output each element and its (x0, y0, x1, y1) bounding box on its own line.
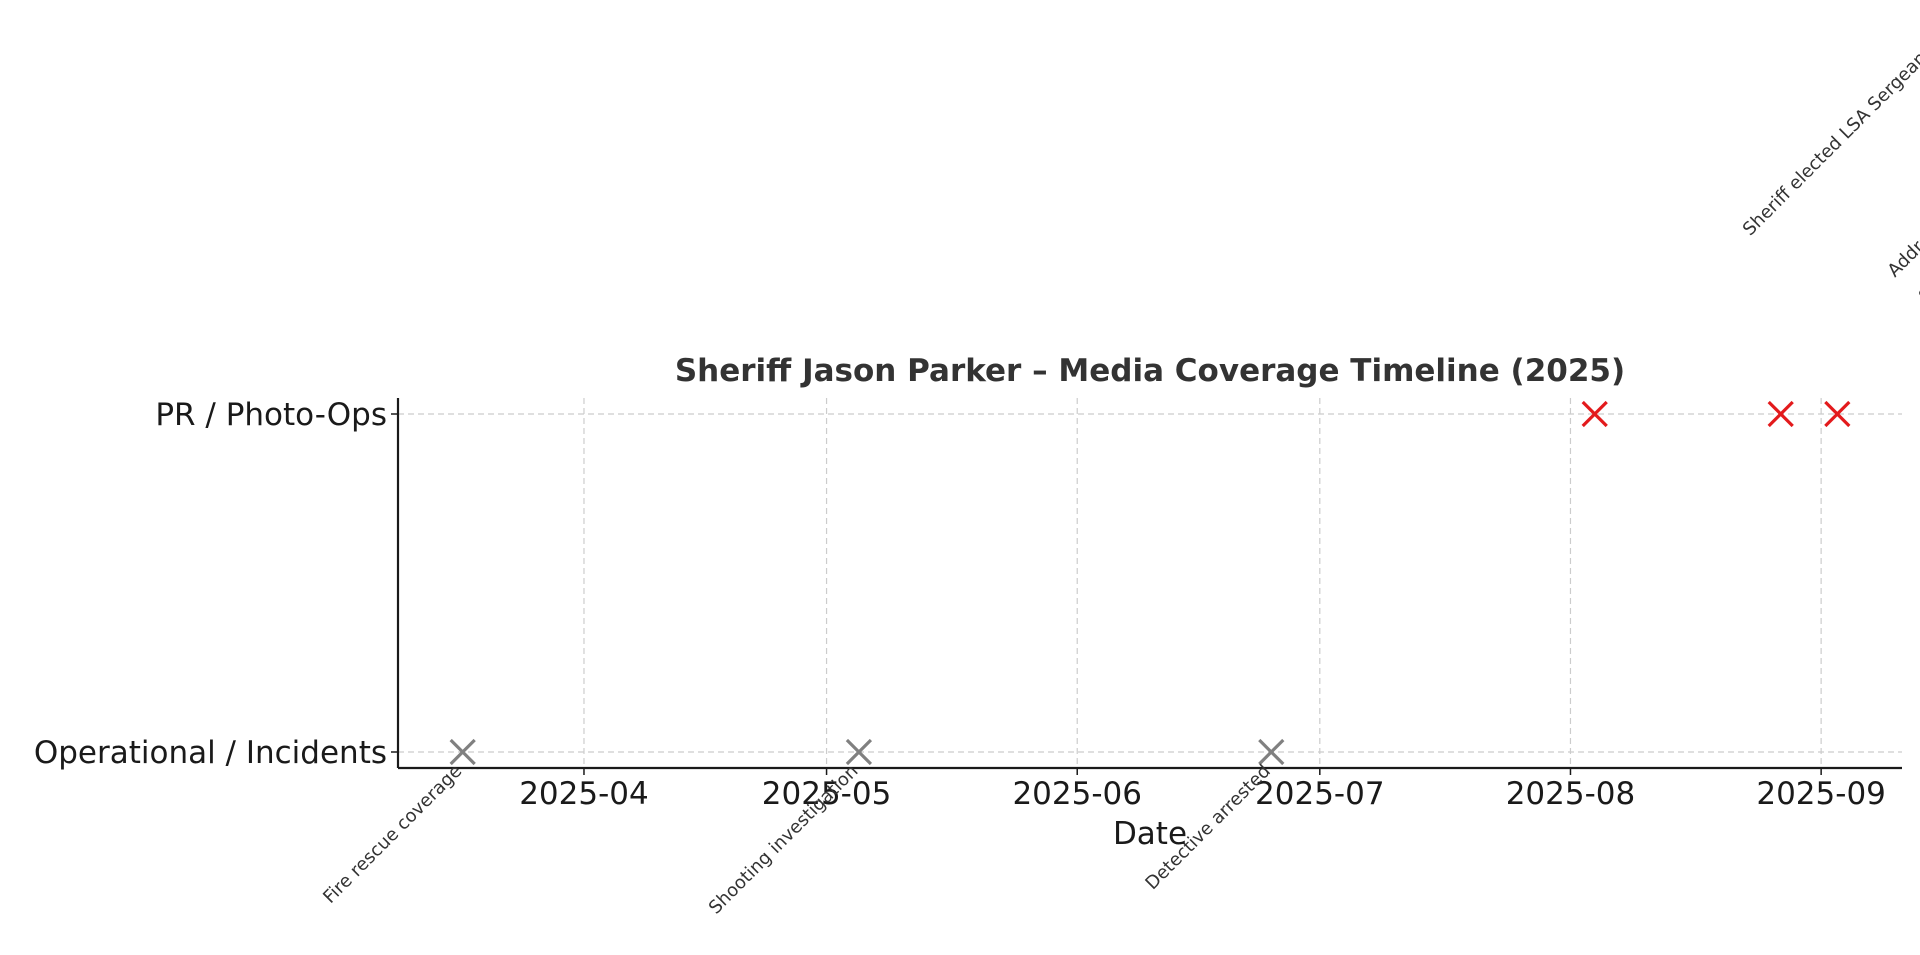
y-tick-label: PR / Photo-Ops (155, 397, 387, 433)
x-tick-label: 2025-08 (1506, 776, 1636, 812)
event-label: Sheriff elected LSA Sergeant-at-Arms (1739, 0, 1920, 240)
event-marker (1767, 400, 1794, 428)
x-tick-label: 2025-07 (1255, 776, 1385, 812)
event-marker (1824, 400, 1851, 428)
x-tick-label: 2025-09 (1756, 776, 1886, 812)
event-marker (845, 738, 873, 766)
marker-stroke (1767, 400, 1794, 428)
y-tick-label: Operational / Incidents (34, 735, 387, 771)
x-axis-label: Date (1113, 816, 1187, 852)
x-tick-label: 2025-06 (1012, 776, 1142, 812)
grid-layer (398, 398, 1902, 768)
marker-stroke (845, 738, 873, 766)
event-label: Fire rescue coverage (319, 761, 466, 908)
marker-stroke (1258, 738, 1285, 766)
x-tick-label: 2025-04 (519, 776, 649, 812)
event-marker (1581, 400, 1608, 428)
event-label: Addressed YCP cadet class at Camp Minden (1884, 0, 1920, 281)
marks-layer (449, 400, 1851, 766)
marker-stroke (449, 738, 476, 766)
x-tick-label: 2025-05 (762, 776, 892, 812)
chart-title: Sheriff Jason Parker – Media Coverage Ti… (675, 353, 1625, 389)
event-marker (449, 738, 476, 766)
ticks-layer: 2025-04 2025-05 2025-06 2025-07 2025-08 2025-… (34, 397, 1886, 812)
axes-layer (396, 398, 1902, 770)
marker-stroke (1581, 400, 1608, 428)
marker-stroke (1824, 400, 1851, 428)
event-marker (1258, 738, 1285, 766)
